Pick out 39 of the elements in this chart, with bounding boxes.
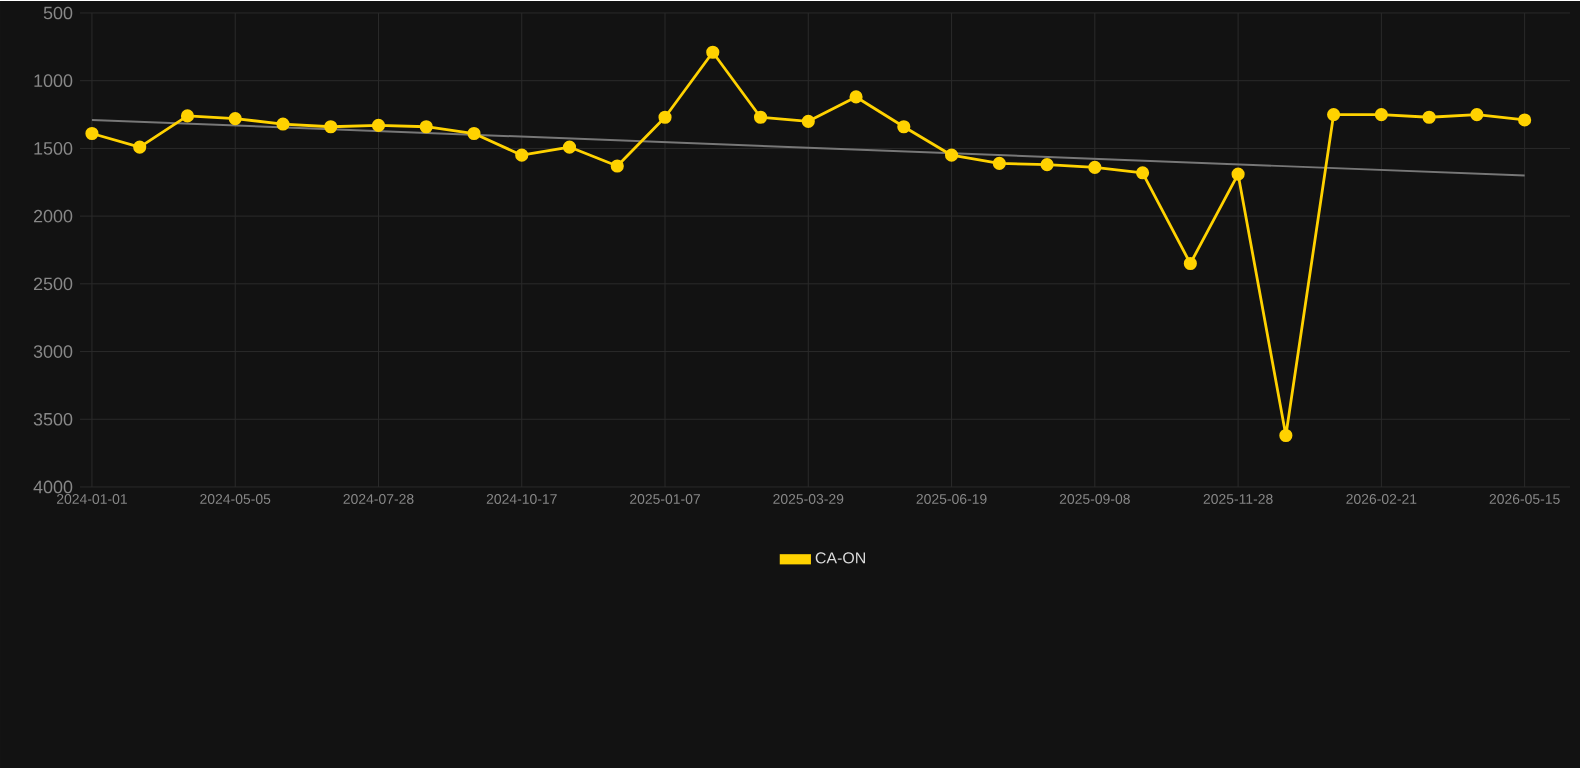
point xyxy=(1136,165,1150,179)
point xyxy=(706,45,720,59)
point xyxy=(371,118,386,132)
point xyxy=(610,158,624,173)
point xyxy=(324,119,338,133)
y-tick-label: 3000 xyxy=(33,344,73,358)
point xyxy=(1518,112,1532,127)
y-tick-label: 4000 xyxy=(33,480,73,493)
point xyxy=(753,110,768,124)
point xyxy=(1327,107,1341,121)
point xyxy=(1183,256,1197,270)
point xyxy=(944,148,959,162)
point xyxy=(1088,160,1102,174)
y-tick-label: 2000 xyxy=(33,209,73,223)
point xyxy=(1374,107,1388,121)
point xyxy=(1231,167,1245,181)
point xyxy=(467,126,481,140)
point xyxy=(992,156,1006,170)
y-tick-label: 1000 xyxy=(34,73,73,87)
point xyxy=(276,116,290,131)
point xyxy=(1422,110,1436,124)
point xyxy=(133,140,147,154)
y-tick-label: 2500 xyxy=(33,277,73,290)
point xyxy=(1470,107,1484,121)
y-tick-label: 3500 xyxy=(33,412,73,426)
point xyxy=(419,119,433,133)
point xyxy=(85,126,99,140)
y-tick-label: 1500 xyxy=(34,141,73,155)
point xyxy=(180,108,195,123)
point xyxy=(515,148,529,162)
point xyxy=(1279,428,1293,442)
point xyxy=(849,89,863,104)
point xyxy=(897,119,911,133)
point xyxy=(1040,157,1054,171)
point xyxy=(562,140,577,154)
y-tick-label: 500 xyxy=(43,6,73,19)
point xyxy=(801,114,815,128)
point xyxy=(228,111,242,125)
point xyxy=(658,110,672,124)
